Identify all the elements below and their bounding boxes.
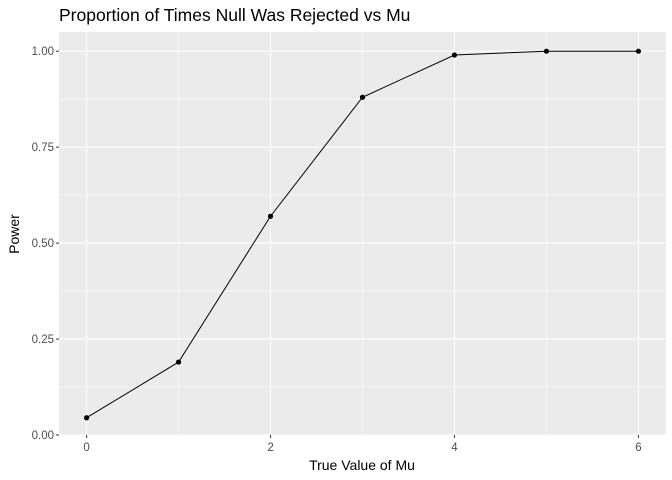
- y-tick-label: 0.75: [32, 142, 54, 154]
- data-point: [359, 94, 366, 100]
- x-tick-label: 2: [267, 442, 273, 454]
- data-point: [175, 359, 182, 365]
- y-tick-label: 0.50: [32, 238, 54, 250]
- x-axis-title: True Value of Mu: [309, 457, 415, 473]
- x-tick-label: 6: [635, 442, 641, 454]
- x-axis: 0 2 4 6: [83, 435, 642, 454]
- data-point: [635, 48, 642, 54]
- data-point: [267, 213, 274, 219]
- series-points-group: [83, 48, 642, 421]
- data-point: [83, 415, 90, 421]
- major-gridlines-x: [86, 32, 639, 435]
- chart-title: Proportion of Times Null Was Rejected vs…: [59, 5, 410, 25]
- data-point: [451, 52, 458, 58]
- x-tick-label: 4: [451, 442, 458, 454]
- y-tick-label: 0.00: [32, 430, 54, 442]
- y-tick-label: 1.00: [32, 46, 54, 58]
- y-tick-label: 0.25: [32, 334, 54, 346]
- data-point: [543, 48, 550, 54]
- x-tick-label: 0: [83, 442, 89, 454]
- major-gridlines-y: [59, 50, 666, 436]
- y-axis: 0.00 0.25 0.50 0.75 1.00: [32, 46, 59, 442]
- y-axis-title: Power: [6, 214, 22, 254]
